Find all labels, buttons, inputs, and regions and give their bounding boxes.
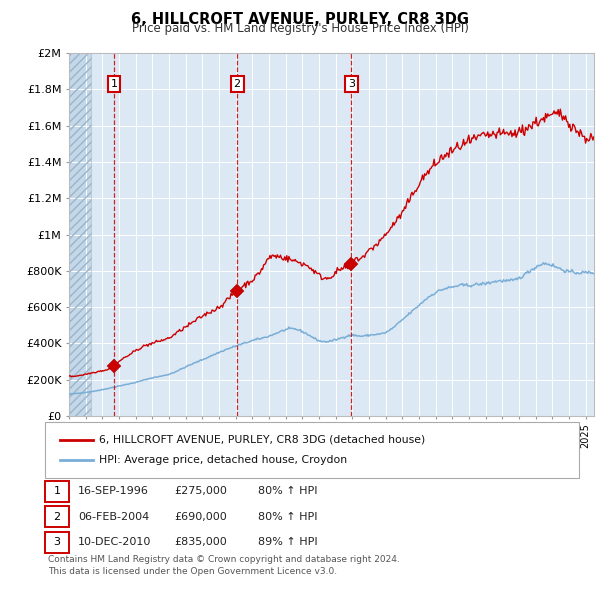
Text: Price paid vs. HM Land Registry's House Price Index (HPI): Price paid vs. HM Land Registry's House … xyxy=(131,22,469,35)
Text: 80% ↑ HPI: 80% ↑ HPI xyxy=(258,512,317,522)
Text: £835,000: £835,000 xyxy=(174,537,227,547)
Text: 1: 1 xyxy=(53,487,61,496)
Text: 06-FEB-2004: 06-FEB-2004 xyxy=(78,512,149,522)
Text: 2: 2 xyxy=(53,512,61,522)
Text: 6, HILLCROFT AVENUE, PURLEY, CR8 3DG (detached house): 6, HILLCROFT AVENUE, PURLEY, CR8 3DG (de… xyxy=(99,435,425,445)
Text: 2: 2 xyxy=(233,79,241,89)
Text: 80% ↑ HPI: 80% ↑ HPI xyxy=(258,487,317,496)
Text: £275,000: £275,000 xyxy=(174,487,227,496)
Text: £690,000: £690,000 xyxy=(174,512,227,522)
Text: 10-DEC-2010: 10-DEC-2010 xyxy=(78,537,151,547)
Text: 1: 1 xyxy=(110,79,118,89)
Text: HPI: Average price, detached house, Croydon: HPI: Average price, detached house, Croy… xyxy=(99,455,347,465)
Text: 3: 3 xyxy=(348,79,355,89)
Text: 6, HILLCROFT AVENUE, PURLEY, CR8 3DG: 6, HILLCROFT AVENUE, PURLEY, CR8 3DG xyxy=(131,12,469,27)
Text: 16-SEP-1996: 16-SEP-1996 xyxy=(78,487,149,496)
Text: Contains HM Land Registry data © Crown copyright and database right 2024.
This d: Contains HM Land Registry data © Crown c… xyxy=(48,555,400,576)
Text: 89% ↑ HPI: 89% ↑ HPI xyxy=(258,537,317,547)
Text: 3: 3 xyxy=(53,537,61,547)
